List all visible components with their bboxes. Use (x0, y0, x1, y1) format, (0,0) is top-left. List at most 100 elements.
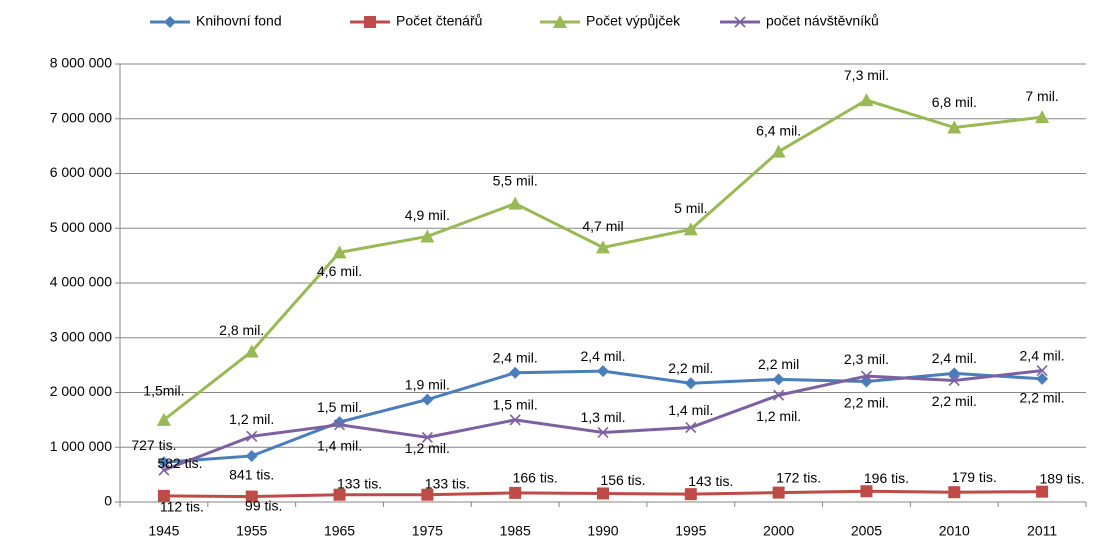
data-label: 2,2 mil. (844, 394, 889, 410)
legend-label: Knihovní fond (196, 13, 282, 29)
data-label: 166 tis. (513, 470, 558, 486)
markers (156, 93, 1050, 503)
marker (421, 393, 434, 406)
data-label: 2,3 mil. (844, 351, 889, 367)
data-label: 112 tis. (160, 499, 204, 515)
y-tick-label: 5 000 000 (50, 219, 112, 235)
y-tick-label: 4 000 000 (50, 274, 112, 290)
marker (948, 367, 961, 380)
marker (948, 486, 961, 499)
data-label: 196 tis. (864, 470, 909, 486)
x-tick-label: 2010 (939, 523, 970, 539)
data-label: 2,4 mil. (1020, 347, 1065, 363)
marker (1036, 365, 1048, 377)
data-label: 2,2 mil. (1020, 390, 1065, 406)
data-label: 1,9 mil. (405, 376, 450, 392)
legend-label: Počet čtenářů (396, 13, 482, 29)
marker (1035, 110, 1050, 124)
marker (685, 421, 697, 434)
marker (772, 373, 785, 386)
marker (509, 366, 522, 379)
marker (948, 374, 960, 387)
data-label: 7,3 mil. (844, 67, 889, 83)
marker (509, 414, 521, 426)
data-label: 1,2 mil. (229, 411, 274, 427)
data-label: 179 tis. (952, 469, 997, 485)
data-label: 1,4 mil. (317, 438, 362, 454)
y-tick-label: 0 (104, 493, 112, 509)
data-label: 4,9 mil. (405, 207, 450, 223)
x-tick-label: 1955 (236, 523, 267, 539)
data-label: 4,6 mil. (317, 263, 362, 279)
data-label: 133 tis. (425, 475, 470, 491)
data-label: 727 tis. (131, 437, 176, 453)
data-label: 6,8 mil. (932, 94, 977, 110)
data-label: 4,7 mil (582, 218, 623, 234)
marker (333, 416, 346, 429)
data-label: 156 tis. (600, 472, 645, 488)
marker (1036, 485, 1049, 498)
data-label: 6,4 mil. (756, 122, 801, 138)
marker (158, 464, 170, 476)
x-tick-label: 2011 (1027, 523, 1057, 539)
marker (244, 344, 259, 358)
marker (860, 370, 873, 382)
data-label: 1,2 mil. (756, 408, 801, 424)
x-tick-label: 1965 (324, 523, 355, 539)
marker (421, 488, 434, 501)
legend-label: počet návštěvníků (766, 13, 879, 29)
data-label: 5,5 mil. (493, 172, 538, 188)
data-label: 172 tis. (776, 469, 821, 485)
x-tick-label: 2000 (763, 523, 794, 539)
marker (947, 120, 962, 134)
marker (597, 365, 609, 378)
x-tick-label: 1945 (148, 523, 179, 539)
legend-label: Počet výpůjček (586, 13, 681, 29)
x-tick-label: 1995 (675, 523, 706, 539)
marker (772, 486, 785, 499)
data-label: 7 mil. (1025, 88, 1058, 104)
legend: Knihovní fond Počet čtenářů Počet výpůjček… (150, 13, 879, 29)
data-label: 1,3 mil. (580, 409, 625, 425)
marker (684, 488, 697, 501)
marker (333, 419, 346, 431)
marker (245, 449, 258, 462)
y-tick-label: 1 000 000 (50, 438, 112, 454)
marker (859, 93, 874, 107)
data-label: 2,4 mil. (932, 350, 977, 366)
data-label: 2,8 mil. (219, 322, 264, 338)
data-label: 2,4 mil. (493, 349, 538, 365)
marker (245, 490, 258, 503)
data-label: 1,5 mil. (493, 397, 538, 413)
marker (157, 489, 170, 502)
data-label: 2,2 mil. (668, 360, 713, 376)
marker (1036, 372, 1049, 385)
marker (156, 412, 171, 426)
data-label: 133 tis. (337, 475, 382, 491)
marker (553, 15, 567, 28)
data-label: 99 tis. (245, 497, 282, 513)
x-tick-label: 1990 (587, 523, 618, 539)
marker (771, 144, 786, 158)
marker (773, 389, 785, 401)
marker (596, 240, 610, 254)
marker (597, 487, 609, 500)
marker (860, 485, 873, 498)
x-tick-label: 1985 (500, 523, 531, 539)
marker (332, 245, 347, 259)
y-tick-label: 6 000 000 (50, 164, 112, 180)
marker (597, 426, 609, 439)
data-label: 143 tis. (688, 473, 733, 489)
marker (246, 430, 258, 442)
lines (162, 98, 1043, 499)
x-tick-label: 1975 (412, 523, 443, 539)
data-label: 2,4 mil. (580, 348, 625, 364)
data-label: 189 tis. (1040, 470, 1085, 486)
marker (364, 16, 376, 28)
data-labels: 727 tis. 841 tis. 1,5 mil. 1,9 mil. 2,4 mil.… (131, 67, 1084, 515)
data-label: 582 tis. (157, 455, 202, 471)
marker (420, 229, 435, 243)
marker (734, 16, 746, 28)
marker (683, 222, 698, 236)
